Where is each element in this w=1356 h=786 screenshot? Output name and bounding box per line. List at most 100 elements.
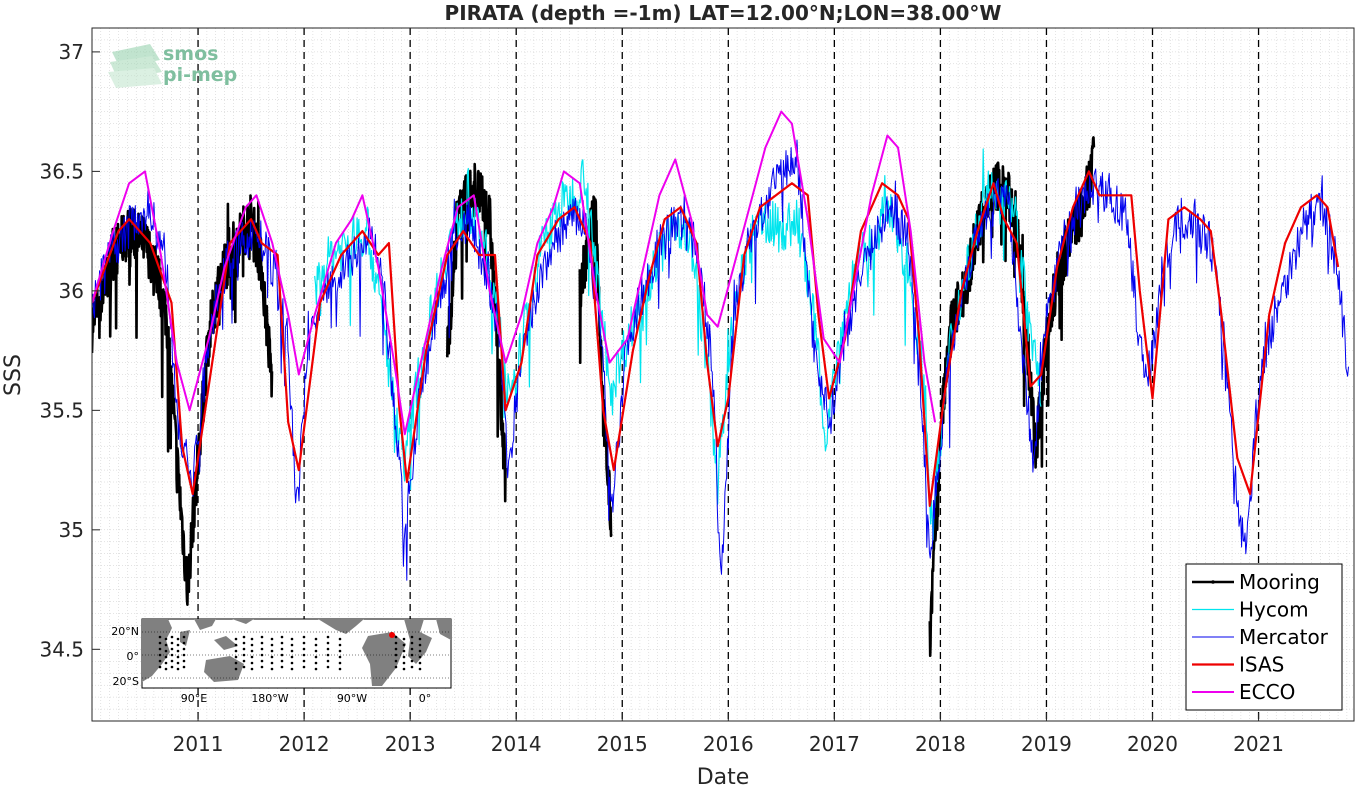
map-mooring-dot (182, 635, 186, 639)
map-mooring-dot (242, 659, 246, 663)
map-mooring-dot (158, 641, 162, 645)
map-mooring-dot (176, 661, 180, 665)
y-tick-label: 35 (59, 518, 84, 542)
series-line-mooring-0 (92, 194, 274, 606)
map-mooring-dot (250, 637, 254, 641)
map-mooring-dot (234, 661, 238, 665)
map-mooring-dot (418, 661, 422, 665)
map-mooring-dot (338, 667, 342, 671)
map-mooring-dot (410, 647, 414, 651)
map-mooring-dot (242, 641, 246, 645)
map-mooring-dot (270, 655, 274, 659)
plot-frame (91, 27, 1355, 722)
map-mooring-dot (394, 653, 398, 657)
map-lat-label-20n: 20°N (111, 625, 139, 638)
map-mooring-dot (260, 653, 264, 657)
map-mooring-dot (176, 655, 180, 659)
x-axis-label: Date (697, 765, 750, 786)
map-mooring-dot (182, 647, 186, 651)
y-axis-ticks: 34.5 35 35.5 36 36.5 37 (39, 40, 100, 661)
map-mooring-dot (250, 655, 254, 659)
map-lon-label-90w: 90°W (337, 692, 367, 705)
series-line-isas-0 (92, 170, 1340, 507)
map-mooring-dot (338, 649, 342, 653)
map-mooring-dot (402, 667, 406, 671)
logo-text-pi-mep: pi-mep (163, 64, 237, 86)
map-mooring-dot (182, 665, 186, 669)
mooring-array-dots (158, 635, 422, 671)
map-mooring-dot (410, 665, 414, 669)
y-tick-label: 34.5 (39, 637, 84, 661)
map-mooring-dot (270, 661, 274, 665)
map-mooring-dot (290, 649, 294, 653)
map-mooring-dot (418, 643, 422, 647)
map-mooring-dot (394, 665, 398, 669)
map-mooring-dot (182, 653, 186, 657)
legend: Mooring Hycom Mercator ISAS ECCO (1185, 563, 1343, 711)
map-mooring-dot (242, 647, 246, 651)
map-mooring-dot (302, 635, 306, 639)
map-mooring-dot (164, 655, 168, 659)
map-mooring-dot (170, 665, 174, 669)
map-mooring-dot (410, 659, 414, 663)
map-mooring-dot (270, 667, 274, 671)
map-mooring-dot (164, 661, 168, 665)
x-tick-label: 2021 (1233, 732, 1284, 756)
map-mooring-dot (270, 643, 274, 647)
map-mooring-dot (402, 655, 406, 659)
map-mooring-dot (402, 643, 406, 647)
map-mooring-dot (402, 649, 406, 653)
map-mooring-dot (314, 643, 318, 647)
map-lon-label-180w: 180°W (251, 692, 288, 705)
x-axis-ticks: 2011 2012 2013 2014 2015 2016 2017 2018 2019 2020… (173, 713, 1284, 756)
map-mooring-dot (290, 667, 294, 671)
series-layer (92, 110, 1349, 657)
map-mooring-dot (242, 665, 246, 669)
map-mooring-dot (164, 637, 168, 641)
map-mooring-dot (418, 655, 422, 659)
x-tick-label: 2017 (809, 732, 860, 756)
series-line-mooring-3 (928, 136, 1096, 657)
map-mooring-dot (290, 655, 294, 659)
map-mooring-dot (176, 643, 180, 647)
map-mooring-dot (176, 667, 180, 671)
map-mooring-dot (326, 647, 330, 651)
location-map-inset: 20°N 0° 20°S 90°E 180°W 90°W 0° (111, 618, 452, 705)
y-axis-label: SSS (1, 354, 26, 396)
map-mooring-dot (234, 667, 238, 671)
map-mooring-dot (176, 649, 180, 653)
map-mooring-dot (418, 667, 422, 671)
map-mooring-dot (410, 653, 414, 657)
map-mooring-dot (158, 659, 162, 663)
logo-mark (108, 44, 162, 88)
map-mooring-dot (280, 635, 284, 639)
map-mooring-dot (164, 649, 168, 653)
map-mooring-dot (410, 635, 414, 639)
map-mooring-dot (242, 653, 246, 657)
map-mooring-dot (326, 665, 330, 669)
map-mooring-dot (250, 661, 254, 665)
map-land (142, 619, 451, 686)
map-mooring-dot (170, 653, 174, 657)
map-mooring-dot (338, 643, 342, 647)
map-mooring-dot (270, 649, 274, 653)
map-mooring-dot (326, 653, 330, 657)
map-mooring-dot (260, 635, 264, 639)
map-mooring-dot (402, 661, 406, 665)
map-mooring-dot (234, 637, 238, 641)
map-mooring-dot (280, 647, 284, 651)
map-lat-label-20s: 20°S (113, 675, 139, 688)
map-mooring-dot (250, 667, 254, 671)
legend-marker-mooring (1211, 580, 1215, 584)
map-mooring-dot (394, 635, 398, 639)
map-mooring-dot (182, 659, 186, 663)
map-mooring-dot (338, 655, 342, 659)
map-mooring-dot (290, 661, 294, 665)
map-mooring-dot (234, 655, 238, 659)
map-mooring-dot (314, 661, 318, 665)
legend-label-hycom: Hycom (1239, 598, 1309, 622)
map-mooring-dot (170, 647, 174, 651)
map-mooring-dot (302, 647, 306, 651)
map-mooring-dot (326, 635, 330, 639)
